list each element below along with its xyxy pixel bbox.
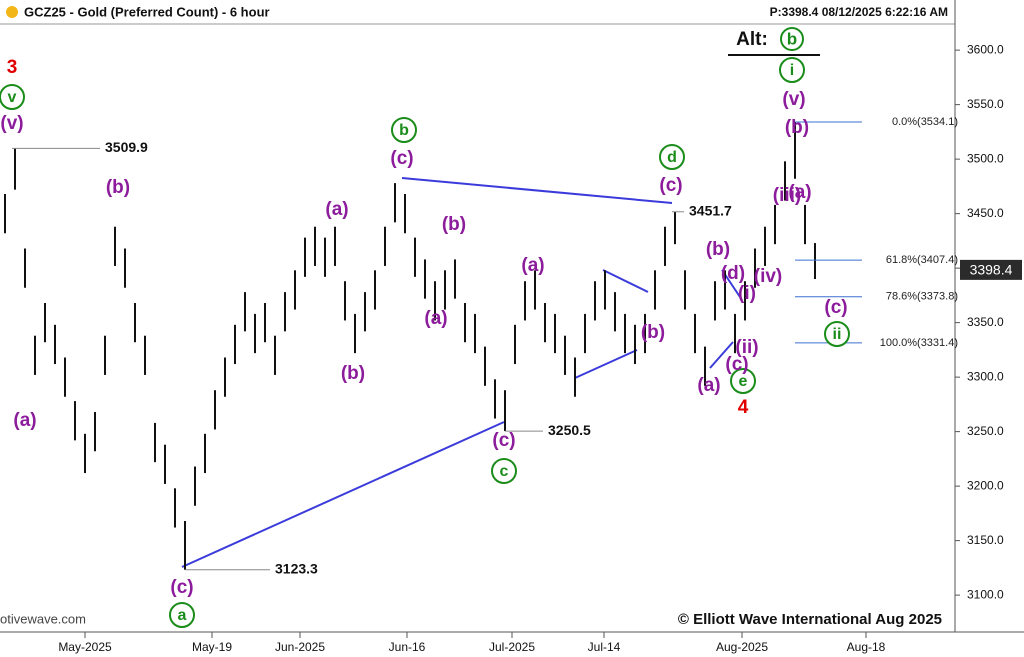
wave-circle [491, 458, 517, 484]
level-label: 3509.9 [105, 139, 148, 155]
alt-label: Alt: [736, 29, 768, 50]
wave-label: (a) [424, 308, 447, 329]
y-tick-label: 3500.0 [967, 151, 1004, 165]
x-tick-label: Jun-16 [389, 640, 426, 654]
wave-label: (iii) [773, 185, 802, 206]
wave-label: (b) [785, 117, 809, 138]
wave-label: 3 [7, 57, 18, 78]
x-tick-label: May-2025 [58, 640, 112, 654]
trendline [574, 349, 638, 379]
wave-label: (d) [721, 263, 745, 284]
wave-circle [391, 117, 417, 143]
wave-label: ii [833, 326, 842, 343]
fib-label: 0.0%(3534.1) [892, 116, 958, 128]
symbol-icon [6, 6, 18, 18]
copyright: © Elliott Wave International Aug 2025 [678, 611, 942, 628]
wave-label: (b) [106, 177, 130, 198]
last-price-box [960, 259, 1022, 280]
price-status: P:3398.4 08/12/2025 6:22:16 AM [770, 5, 948, 19]
y-tick-label: 3350.0 [967, 315, 1004, 329]
y-tick-label: 3600.0 [967, 42, 1004, 56]
wave-label: (a) [521, 255, 544, 276]
x-tick-label: Jun-2025 [275, 640, 325, 654]
wave-label: (c) [725, 354, 748, 375]
wave-label: (b) [706, 239, 730, 260]
wave-label: (a) [788, 182, 811, 203]
wave-label: (a) [697, 375, 720, 396]
trendline [181, 421, 505, 568]
wave-label: d [667, 149, 677, 166]
wave-label: (a) [13, 410, 36, 431]
y-tick-label: 3200.0 [967, 478, 1004, 492]
y-tick-label: 3250.0 [967, 424, 1004, 438]
wave-circle [730, 368, 756, 394]
wave-label: v [8, 89, 17, 106]
x-tick-label: Aug-18 [847, 640, 886, 654]
alt-circle [780, 27, 804, 51]
chart-title: GCZ25 - Gold (Preferred Count) - 6 hour [24, 4, 270, 19]
wave-label: (c) [170, 577, 193, 598]
y-tick-label: 3550.0 [967, 97, 1004, 111]
wave-label: (a) [325, 199, 348, 220]
wave-label: (c) [390, 148, 413, 169]
wave-label: (iv) [754, 266, 783, 287]
y-tick-label: 3450.0 [967, 206, 1004, 220]
wave-label: 4 [738, 397, 749, 418]
wave-label: (b) [641, 322, 665, 343]
wave-label: (b) [341, 363, 365, 384]
wave-label: (c) [824, 297, 847, 318]
wave-circle [0, 84, 25, 110]
level-label: 3250.5 [548, 422, 591, 438]
wave-label: (c) [492, 430, 515, 451]
wave-label: (i) [738, 283, 756, 304]
wave-label: a [178, 607, 187, 624]
trendline [709, 341, 734, 369]
alt-wave: b [787, 29, 797, 48]
wave-label: i [790, 62, 794, 79]
trendline [602, 269, 649, 293]
trendline [401, 177, 673, 204]
wave-circle [779, 57, 805, 83]
trendlines [181, 177, 743, 568]
x-tick-label: Aug-2025 [716, 640, 768, 654]
wave-label: (v) [0, 113, 23, 134]
x-tick-label: Jul-2025 [489, 640, 535, 654]
fib-label: 100.0%(3331.4) [880, 337, 958, 349]
wave-circle [659, 144, 685, 170]
wave-label: (ii) [735, 337, 758, 358]
wave-circle [169, 602, 195, 628]
wave-label: c [500, 463, 509, 480]
wave-circle [824, 321, 850, 347]
level-label: 3123.3 [275, 560, 318, 576]
y-tick-label: 3100.0 [967, 587, 1004, 601]
wave-label: (c) [659, 175, 682, 196]
y-tick-label: 3300.0 [967, 369, 1004, 383]
wave-label: b [399, 122, 409, 139]
wave-label: (b) [442, 214, 466, 235]
fib-label: 78.6%(3373.8) [886, 291, 958, 303]
x-tick-label: Jul-14 [588, 640, 621, 654]
wave-label: e [739, 373, 748, 390]
watermark: otivewave.com [0, 611, 86, 626]
level-label: 3451.7 [689, 202, 732, 218]
x-tick-label: May-19 [192, 640, 232, 654]
last-price-label: 3398.4 [970, 262, 1013, 278]
wave-label: (v) [782, 89, 805, 110]
fib-label: 61.8%(3407.4) [886, 254, 958, 266]
y-tick-label: 3150.0 [967, 533, 1004, 547]
